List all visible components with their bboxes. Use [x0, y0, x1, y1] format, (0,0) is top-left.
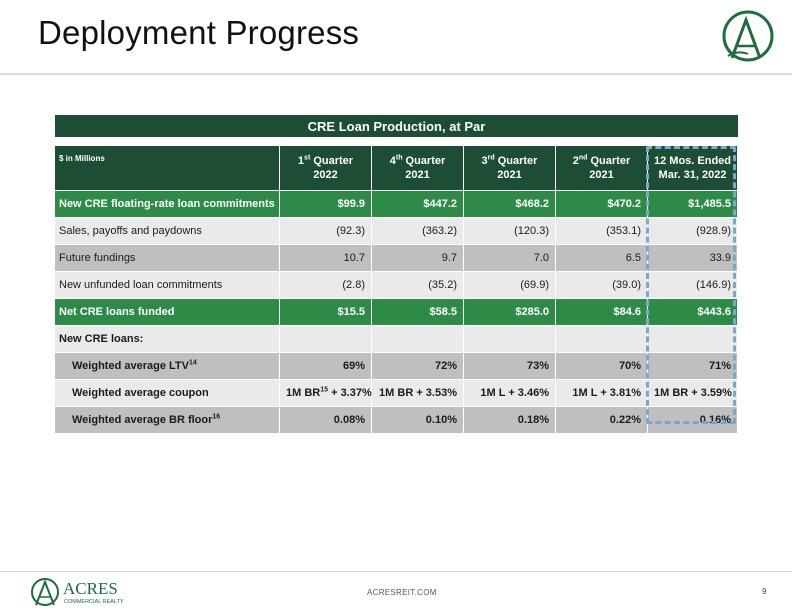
table-cell: 1M BR15 + 3.37%: [280, 380, 372, 407]
units-label: $ in Millions: [55, 146, 280, 191]
table-cell: [648, 326, 738, 353]
table-row: Weighted average BR floor16 0.08% 0.10% …: [55, 407, 738, 434]
table-cell: 69%: [280, 353, 372, 380]
table-cell: (928.9): [648, 218, 738, 245]
table-cell: [372, 326, 464, 353]
column-header: 12 Mos. Ended Mar. 31, 2022: [648, 146, 738, 191]
row-label: Weighted average BR floor16: [55, 407, 280, 434]
row-label: Net CRE loans funded: [55, 299, 280, 326]
page-title: Deployment Progress: [38, 14, 360, 51]
table-cell: 0.10%: [372, 407, 464, 434]
row-label: Weighted average LTV14: [55, 353, 280, 380]
row-label: New CRE floating-rate loan commitments: [55, 191, 280, 218]
table-cell: $285.0: [464, 299, 556, 326]
table-cell: (35.2): [372, 272, 464, 299]
table-row: Future fundings 10.7 9.7 7.0 6.5 33.9: [55, 245, 738, 272]
acres-logo-icon: [722, 10, 774, 62]
table-cell: 70%: [556, 353, 648, 380]
table-cell: 10.7: [280, 245, 372, 272]
column-header: 2nd Quarter 2021: [556, 146, 648, 191]
table-cell: 1M BR + 3.53%: [372, 380, 464, 407]
row-label: New CRE loans:: [55, 326, 280, 353]
table-row: Net CRE loans funded $15.5 $58.5 $285.0 …: [55, 299, 738, 326]
table-row: Weighted average LTV14 69% 72% 73% 70% 7…: [55, 353, 738, 380]
row-label: Future fundings: [55, 245, 280, 272]
table-title: CRE Loan Production, at Par: [55, 115, 738, 137]
table-cell: 0.18%: [464, 407, 556, 434]
row-label: Weighted average coupon: [55, 380, 280, 407]
column-header: 4th Quarter 2021: [372, 146, 464, 191]
table-cell: 0.16%: [648, 407, 738, 434]
table-cell: (120.3): [464, 218, 556, 245]
table-cell: $443.6: [648, 299, 738, 326]
table-cell: 73%: [464, 353, 556, 380]
table-cell: (69.9): [464, 272, 556, 299]
table-cell: $15.5: [280, 299, 372, 326]
table-cell: 71%: [648, 353, 738, 380]
table-cell: 9.7: [372, 245, 464, 272]
table-cell: 1M L + 3.81%: [556, 380, 648, 407]
table-header-row: $ in Millions 1st Quarter 2022 4th Quarte…: [55, 146, 738, 191]
table-cell: (92.3): [280, 218, 372, 245]
page-number: 9: [762, 587, 767, 596]
table-cell: $58.5: [372, 299, 464, 326]
table-cell: $447.2: [372, 191, 464, 218]
table-cell: 72%: [372, 353, 464, 380]
table-cell: [556, 326, 648, 353]
loan-production-table: CRE Loan Production, at Par $ in Million…: [55, 115, 738, 434]
column-header: 3rd Quarter 2021: [464, 146, 556, 191]
table-cell: (363.2): [372, 218, 464, 245]
table-cell: (353.1): [556, 218, 648, 245]
acres-footer-logo-icon: ACRES COMMERCIAL REALTY: [31, 578, 124, 606]
table-cell: (146.9): [648, 272, 738, 299]
table-row: New CRE floating-rate loan commitments $…: [55, 191, 738, 218]
svg-text:COMMERCIAL REALTY: COMMERCIAL REALTY: [64, 599, 124, 605]
svg-text:ACRES: ACRES: [63, 579, 118, 598]
table-row: Sales, payoffs and paydowns (92.3) (363.…: [55, 218, 738, 245]
table-cell: 33.9: [648, 245, 738, 272]
table-cell: 1M BR + 3.59%: [648, 380, 738, 407]
table-cell: 0.08%: [280, 407, 372, 434]
footer-divider: [0, 571, 792, 572]
title-divider: [0, 73, 792, 75]
table-cell: [464, 326, 556, 353]
footer-url: ACRESREIT.COM: [367, 588, 437, 597]
table-row: New unfunded loan commitments (2.8) (35.…: [55, 272, 738, 299]
table-row: Weighted average coupon 1M BR15 + 3.37% …: [55, 380, 738, 407]
table-cell: $468.2: [464, 191, 556, 218]
table-cell: (39.0): [556, 272, 648, 299]
column-header: 1st Quarter 2022: [280, 146, 372, 191]
highlight-box: [646, 146, 736, 424]
table-cell: $470.2: [556, 191, 648, 218]
table-cell: $1,485.5: [648, 191, 738, 218]
table-cell: (2.8): [280, 272, 372, 299]
table-cell: $84.6: [556, 299, 648, 326]
table-cell: [280, 326, 372, 353]
table-cell: $99.9: [280, 191, 372, 218]
table-cell: 0.22%: [556, 407, 648, 434]
table-cell: 7.0: [464, 245, 556, 272]
row-label: Sales, payoffs and paydowns: [55, 218, 280, 245]
row-label: New unfunded loan commitments: [55, 272, 280, 299]
table-row: New CRE loans:: [55, 326, 738, 353]
table-cell: 6.5: [556, 245, 648, 272]
table-cell: 1M L + 3.46%: [464, 380, 556, 407]
